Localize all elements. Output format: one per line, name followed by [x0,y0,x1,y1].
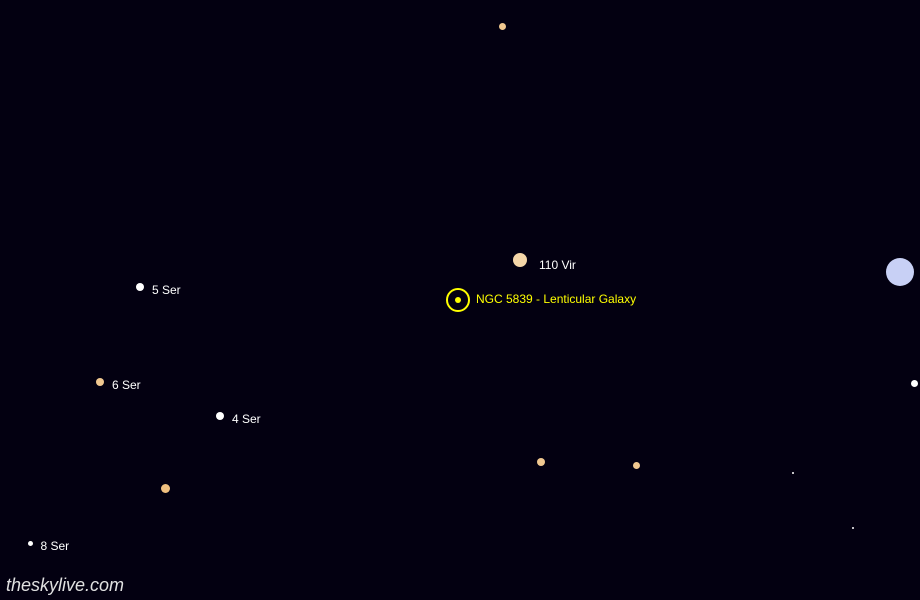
star-unlabeled [499,23,506,30]
star-unlabeled [886,258,914,286]
star-5-ser [136,283,144,291]
tiny-star [792,472,794,474]
star-unlabeled [537,458,545,466]
target-dot [455,297,461,303]
star-8-ser [28,541,33,546]
watermark: theskylive.com [6,575,124,596]
star-unlabeled [911,380,918,387]
star-label-6-ser: 6 Ser [112,378,141,392]
star-4-ser [216,412,224,420]
star-110-vir [513,253,527,267]
star-unlabeled [161,484,170,493]
star-label-4-ser: 4 Ser [232,412,261,426]
star-label-8-ser: 8 Ser [41,539,70,553]
tiny-star [852,527,854,529]
star-label-5-ser: 5 Ser [152,283,181,297]
star-unlabeled [633,462,640,469]
star-6-ser [96,378,104,386]
star-label-110-vir: 110 Vir [539,258,576,272]
target-label: NGC 5839 - Lenticular Galaxy [476,292,636,306]
